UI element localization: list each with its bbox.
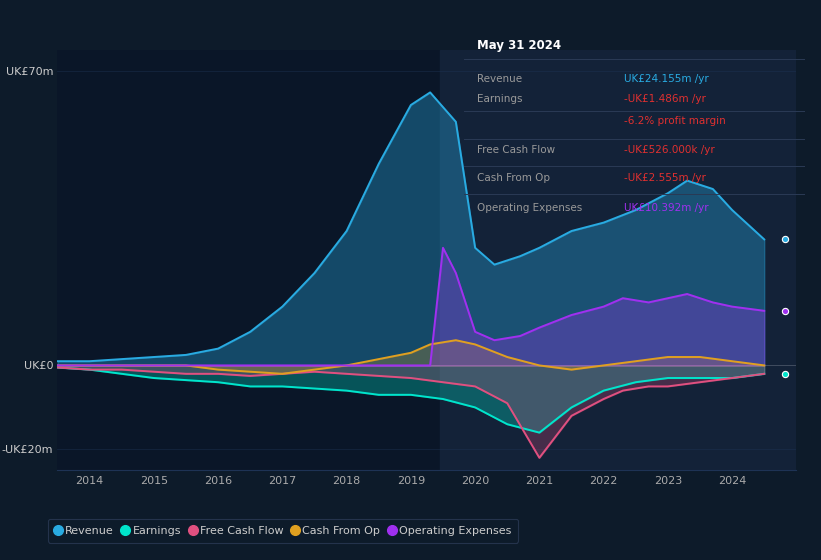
Text: UK£24.155m /yr: UK£24.155m /yr <box>624 74 709 84</box>
Text: Earnings: Earnings <box>478 94 523 104</box>
Text: Revenue: Revenue <box>478 74 523 84</box>
Text: May 31 2024: May 31 2024 <box>478 39 562 52</box>
Text: -UK£1.486m /yr: -UK£1.486m /yr <box>624 94 706 104</box>
Bar <box>440 50 796 470</box>
Text: Cash From Op: Cash From Op <box>478 173 551 183</box>
Text: UK£10.392m /yr: UK£10.392m /yr <box>624 203 709 213</box>
Text: -6.2% profit margin: -6.2% profit margin <box>624 115 726 125</box>
Text: -UK£526.000k /yr: -UK£526.000k /yr <box>624 146 715 156</box>
Text: Operating Expenses: Operating Expenses <box>478 203 583 213</box>
Text: Free Cash Flow: Free Cash Flow <box>478 146 556 156</box>
Text: -UK£2.555m /yr: -UK£2.555m /yr <box>624 173 706 183</box>
Legend: Revenue, Earnings, Free Cash Flow, Cash From Op, Operating Expenses: Revenue, Earnings, Free Cash Flow, Cash … <box>48 519 518 543</box>
